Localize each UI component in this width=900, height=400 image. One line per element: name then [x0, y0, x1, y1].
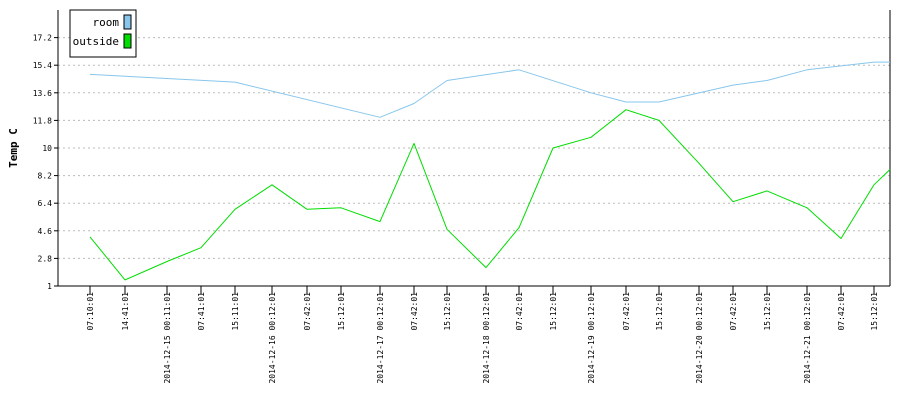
- x-tick-labels: 07:10:01 14:41:01 2014-12-15 00:11:01 07:41…: [86, 292, 879, 384]
- y-tick-labels: 1 2.8 4.6 6.4 8.2 10 11.8 13.6 15.4 17.2: [33, 34, 52, 291]
- y-tick-label: 10: [42, 144, 52, 153]
- series-lines: [89, 61, 891, 281]
- x-tick-label: 2014-12-18 00:12:01: [482, 292, 491, 384]
- x-tick-label: 15:12:01: [870, 292, 879, 331]
- x-tick-label: 07:42:01: [515, 292, 524, 331]
- y-tick-label: 2.8: [38, 254, 53, 263]
- x-tick-label: 15:12:01: [763, 292, 772, 331]
- x-tick-label: 2014-12-17 00:12:01: [376, 292, 385, 384]
- legend: room outside: [69, 9, 137, 58]
- y-tick-label: 6.4: [38, 199, 53, 208]
- x-tick-label: 2014-12-15 00:11:01: [163, 292, 172, 384]
- x-tick-label: 07:42:01: [729, 292, 738, 331]
- y-tick-label: 4.6: [38, 227, 53, 236]
- x-tick-label: 15:12:01: [549, 292, 558, 331]
- x-tick-label: 15:12:01: [443, 292, 452, 331]
- series-line-outside: [89, 109, 891, 281]
- y-tick-label: 1: [47, 282, 52, 291]
- y-tick-label: 17.2: [33, 34, 52, 43]
- x-tick-label: 07:41:01: [197, 292, 206, 331]
- x-tick-label: 15:11:01: [231, 292, 240, 331]
- x-tick-label: 07:42:01: [303, 292, 312, 331]
- series-line-room: [89, 61, 890, 118]
- x-tick-label: 2014-12-19 00:12:01: [587, 292, 596, 384]
- legend-label-outside: outside: [73, 35, 119, 48]
- x-tick-label: 15:12:01: [337, 292, 346, 331]
- x-tick-label: 2014-12-21 00:12:01: [803, 292, 812, 384]
- x-tick-label: 07:42:01: [410, 292, 419, 331]
- x-tick-label: 14:41:01: [121, 292, 130, 331]
- x-tick-label: 07:42:01: [837, 292, 846, 331]
- y-tick-label: 8.2: [38, 172, 53, 181]
- y-tick-label: 11.8: [33, 116, 52, 125]
- x-tick-label: 07:10:01: [86, 292, 95, 331]
- x-tick-label: 2014-12-20 00:12:01: [695, 292, 704, 384]
- legend-swatch-outside: [123, 33, 132, 49]
- axes: [54, 10, 891, 294]
- x-tick-label: 07:42:01: [622, 292, 631, 331]
- x-tick-label: 15:12:01: [655, 292, 664, 331]
- y-axis-label: Temp C: [7, 128, 20, 168]
- grid-lines: [58, 37, 890, 259]
- legend-swatch-room: [123, 14, 132, 30]
- y-tick-label: 13.6: [33, 89, 52, 98]
- y-tick-label: 15.4: [33, 61, 52, 70]
- x-tick-label: 2014-12-16 00:12:01: [268, 292, 277, 384]
- legend-label-room: room: [93, 16, 120, 29]
